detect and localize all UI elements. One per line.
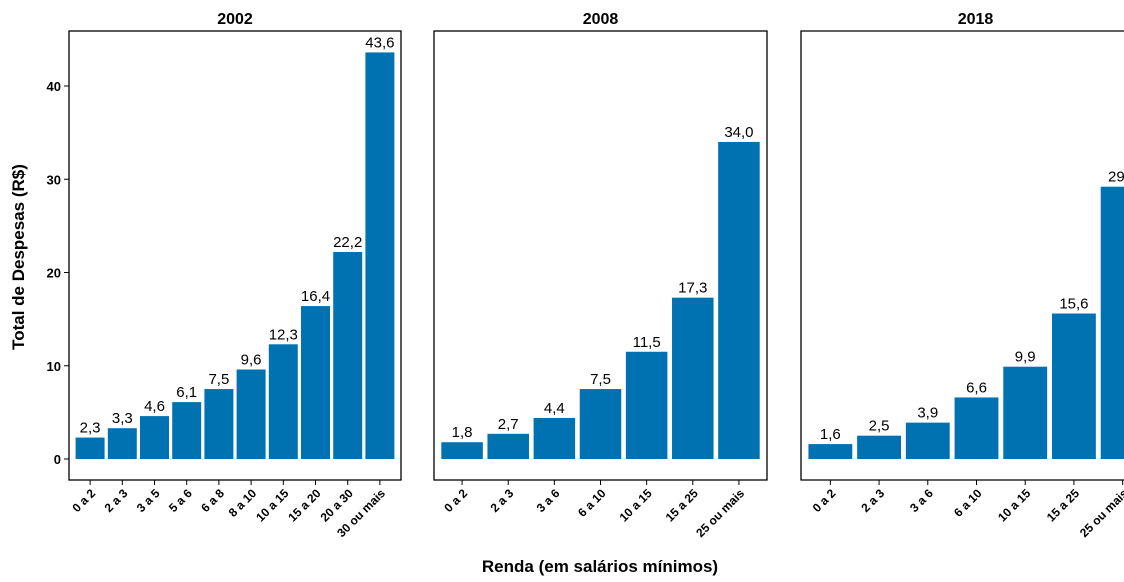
- bar-value-label: 1,6: [820, 426, 841, 443]
- x-tick-label: 6 a 8: [198, 486, 227, 515]
- x-tick-label: 6 a 10: [951, 486, 985, 520]
- bar: [857, 435, 901, 459]
- x-tick-label: 3 a 6: [907, 486, 936, 515]
- x-tick-label: 10 a 15: [617, 486, 655, 524]
- x-tick-label: 5 a 6: [166, 486, 195, 515]
- bar-value-label: 7,5: [590, 371, 611, 388]
- bar: [301, 306, 330, 459]
- x-tick-label: 3 a 6: [534, 486, 563, 515]
- x-tick-label: 0 a 2: [69, 486, 98, 515]
- x-tick-label: 2 a 3: [488, 486, 517, 515]
- x-tick-label: 15 a 25: [1044, 486, 1082, 524]
- bar: [107, 428, 137, 459]
- bar-value-label: 6,6: [966, 379, 987, 396]
- panels-layer: 0 10 20 30 40 2002 2,3 0 a 2 3,3 2 a 3 4,6 3 a 5 6,1…: [47, 11, 1124, 540]
- bar-value-label: 9,6: [241, 351, 262, 368]
- panel-2018: 2018 1,6 0 a 2 2,5 2 a 3 3,9 3 a 6 6,6 6 a 10 9,9…: [800, 11, 1124, 540]
- bar: [1052, 313, 1096, 459]
- bar-value-label: 22,2: [333, 234, 362, 251]
- bar: [487, 433, 529, 459]
- panel-title: 2002: [217, 11, 253, 28]
- bar-value-label: 4,4: [544, 400, 565, 417]
- bar-value-label: 17,3: [678, 280, 707, 297]
- bar-value-label: 2,7: [498, 416, 519, 433]
- y-axis-title: Total de Despesas (R$): [9, 164, 28, 350]
- x-tick-label: 6 a 10: [575, 486, 609, 520]
- bar: [672, 297, 714, 459]
- x-tick-label: 0 a 2: [441, 486, 470, 515]
- bar-value-label: 29,2: [1108, 169, 1124, 186]
- bar-value-label: 7,5: [208, 371, 229, 388]
- bar: [268, 344, 298, 459]
- bar-value-label: 15,6: [1059, 296, 1088, 313]
- panel-title: 2018: [958, 11, 994, 28]
- bar-value-label: 12,3: [269, 326, 298, 343]
- bar: [75, 437, 105, 459]
- bar-value-label: 34,0: [724, 124, 753, 141]
- bar: [808, 444, 853, 459]
- bar: [625, 351, 668, 459]
- bar: [954, 397, 999, 459]
- bar: [905, 422, 950, 459]
- bar: [533, 417, 576, 459]
- x-axis-title: Renda (em salários mínimos): [482, 557, 718, 576]
- bar-value-label: 9,9: [1015, 349, 1036, 366]
- y-tick-label: 40: [47, 79, 61, 94]
- y-tick-label: 0: [54, 452, 61, 467]
- x-tick-label: 2 a 3: [102, 486, 131, 515]
- panel-frame: [68, 30, 402, 481]
- bar-value-label: 3,3: [112, 410, 133, 427]
- panel-2008: 2008 1,8 0 a 2 2,7 2 a 3 4,4 3 a 6 7,5 6 a 10 11,…: [433, 11, 768, 540]
- bar: [236, 369, 266, 459]
- x-tick-label: 10 a 15: [995, 486, 1033, 524]
- bar: [365, 52, 395, 460]
- y-tick-label: 20: [47, 266, 61, 281]
- bar: [718, 141, 760, 459]
- bar-value-label: 4,6: [144, 398, 165, 415]
- bar: [1003, 366, 1048, 459]
- x-tick-label: 15 a 25: [663, 486, 701, 524]
- bar-value-label: 1,8: [452, 424, 473, 441]
- bar: [441, 442, 483, 459]
- bar: [579, 389, 622, 459]
- bar-value-label: 11,5: [633, 334, 661, 351]
- bar: [140, 416, 169, 459]
- bar: [172, 402, 202, 459]
- x-tick-label: 3 a 5: [134, 486, 163, 515]
- bar-value-label: 2,3: [80, 420, 101, 437]
- bar-value-label: 2,5: [869, 418, 890, 435]
- bar-value-label: 16,4: [301, 288, 330, 305]
- y-tick-label: 30: [47, 172, 61, 187]
- bar: [204, 389, 234, 459]
- panel-frame: [800, 30, 1124, 481]
- x-tick-label: 25 ou mais: [693, 486, 747, 540]
- bar: [333, 251, 363, 459]
- bar-value-label: 6,1: [176, 384, 197, 401]
- bar: [1100, 186, 1124, 459]
- bar-value-label: 43,6: [365, 34, 394, 51]
- bar-value-label: 3,9: [917, 405, 938, 422]
- y-tick-label: 10: [47, 359, 61, 374]
- x-tick-label: 0 a 2: [810, 486, 839, 515]
- x-tick-label: 2 a 3: [858, 486, 887, 515]
- panel-2002: 2002 2,3 0 a 2 3,3 2 a 3 4,6 3 a 5 6,1 5 a 6 7,5 6…: [68, 11, 402, 540]
- x-tick-label: 15 a 20: [285, 486, 323, 524]
- panel-title: 2008: [583, 11, 619, 28]
- x-tick-label: 25 ou mais: [1077, 486, 1124, 540]
- x-tick-label: 10 a 15: [253, 486, 291, 524]
